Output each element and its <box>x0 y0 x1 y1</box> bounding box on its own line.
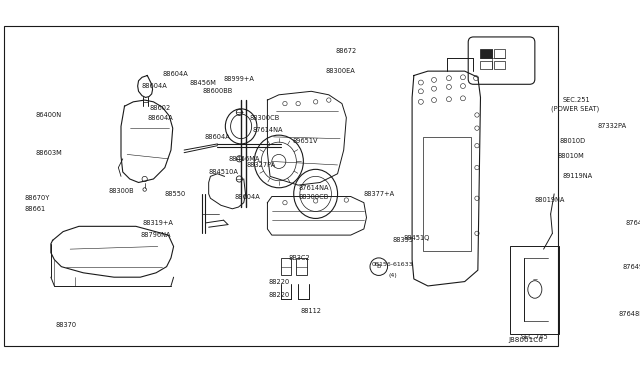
Text: 88019NA: 88019NA <box>535 197 565 203</box>
Text: 88010D: 88010D <box>559 138 586 144</box>
Bar <box>493 49 505 58</box>
Text: 88112: 88112 <box>301 308 322 314</box>
Bar <box>422 137 471 251</box>
Text: 88220: 88220 <box>268 279 289 285</box>
Text: 88377+A: 88377+A <box>364 191 394 197</box>
Text: 0B156-61633: 0B156-61633 <box>372 262 413 266</box>
Text: 88670Y: 88670Y <box>24 195 50 201</box>
Text: 88319+A: 88319+A <box>142 220 173 226</box>
FancyBboxPatch shape <box>468 37 535 84</box>
Text: 87614NA: 87614NA <box>252 127 283 133</box>
Text: 88603M: 88603M <box>35 150 62 155</box>
Text: 87332PA: 87332PA <box>598 124 627 129</box>
Text: 88456MA: 88456MA <box>228 156 259 162</box>
Text: 88300EA: 88300EA <box>325 68 355 74</box>
Text: 88604A: 88604A <box>148 115 173 121</box>
Text: 884510A: 884510A <box>209 169 239 175</box>
Bar <box>481 49 492 58</box>
Text: 88796NA: 88796NA <box>141 232 172 238</box>
Text: 88604A: 88604A <box>163 71 188 77</box>
Text: 88300CB: 88300CB <box>298 193 328 199</box>
Text: J88001C6: J88001C6 <box>509 337 543 343</box>
Bar <box>602 159 626 174</box>
Text: 8B3C2: 8B3C2 <box>289 255 311 261</box>
Text: SEC.251: SEC.251 <box>563 97 591 103</box>
Text: B: B <box>377 264 381 269</box>
Bar <box>280 258 291 275</box>
Text: 89651V: 89651V <box>292 138 318 144</box>
Text: 88672: 88672 <box>336 48 357 54</box>
Text: 88370: 88370 <box>55 323 76 328</box>
Text: 88604A: 88604A <box>205 134 230 140</box>
Text: 88327PA: 88327PA <box>246 162 276 168</box>
Text: 87649E: 87649E <box>622 264 640 270</box>
Text: 88604A: 88604A <box>141 83 167 89</box>
Text: 89119NA: 89119NA <box>563 173 593 179</box>
Text: 87614NA: 87614NA <box>298 185 328 191</box>
Text: 88010M: 88010M <box>557 153 584 159</box>
Text: 88999+A: 88999+A <box>223 76 254 82</box>
Text: 86400N: 86400N <box>35 112 61 118</box>
Bar <box>510 247 559 334</box>
Text: 88220: 88220 <box>268 292 289 298</box>
Text: (POWER SEAT): (POWER SEAT) <box>551 106 599 112</box>
Bar <box>602 179 626 193</box>
Text: 88300B: 88300B <box>108 188 134 194</box>
Text: 88456M: 88456M <box>190 80 217 86</box>
Text: 88355: 88355 <box>393 237 414 243</box>
Text: 88600BB: 88600BB <box>202 88 232 94</box>
Text: 88604A: 88604A <box>234 193 260 199</box>
Text: 88602: 88602 <box>150 105 171 111</box>
Text: 88661: 88661 <box>24 206 45 212</box>
Bar <box>493 61 505 70</box>
Text: 87648E: 87648E <box>619 311 640 317</box>
Text: 88300CB: 88300CB <box>250 115 280 121</box>
Text: 87648E: 87648E <box>626 220 640 226</box>
Bar <box>481 61 492 70</box>
Text: 88451Q: 88451Q <box>403 235 429 241</box>
Text: (4): (4) <box>388 273 397 278</box>
Text: SEC.745: SEC.745 <box>521 334 548 340</box>
Bar <box>296 258 307 275</box>
Text: 88550: 88550 <box>164 191 186 197</box>
